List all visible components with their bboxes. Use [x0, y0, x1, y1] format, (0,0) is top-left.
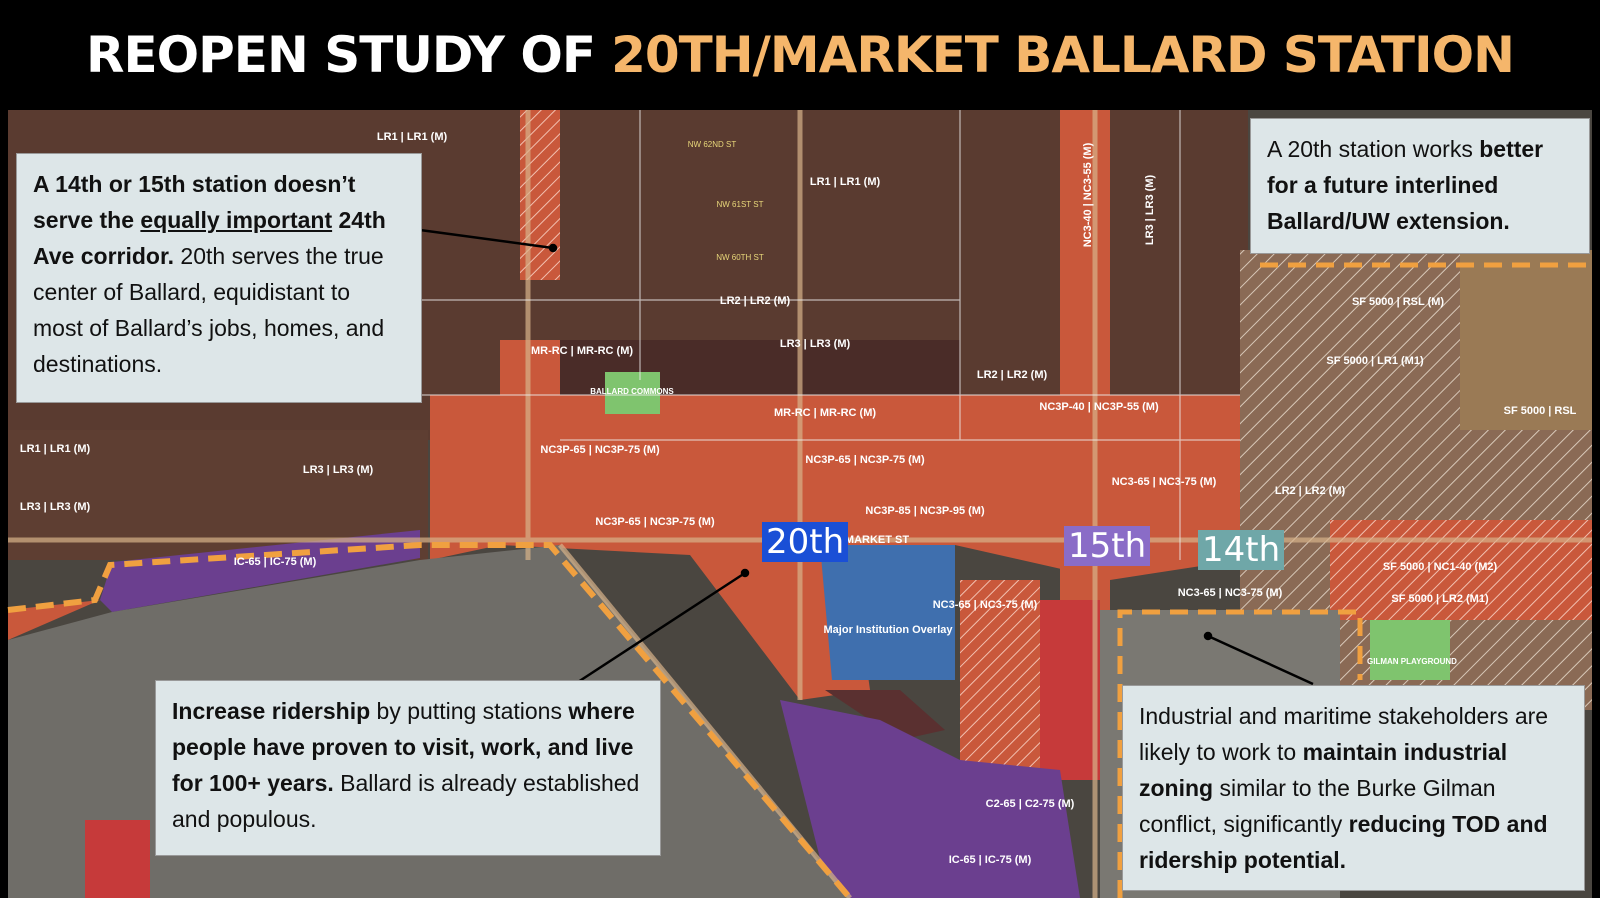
zone-label: MR-RC | MR-RC (M) — [774, 407, 876, 419]
zone-label: LR1 | LR1 (M) — [810, 176, 881, 188]
institution-overlay — [820, 545, 955, 680]
zone-label: LR3 | LR3 (M) — [780, 338, 851, 350]
title-highlight: 20TH/MARKET BALLARD STATION — [611, 26, 1515, 84]
commercial-zone — [1040, 600, 1100, 780]
zone-label: SF 5000 | RSL (M) — [1352, 296, 1444, 308]
zone-label: SF 5000 | LR2 (M1) — [1391, 593, 1489, 605]
zone-label: LR3 | LR3 (M) — [20, 501, 91, 513]
zone-label: SF 5000 | RSL — [1504, 405, 1577, 417]
zone-label: NC3P-65 | NC3P-75 (M) — [540, 444, 660, 456]
title: REOPEN STUDY OF 20TH/MARKET BALLARD STATI… — [0, 0, 1600, 110]
street-label: NW 62ND ST — [688, 140, 737, 149]
zone-label: NC3-65 | NC3-75 (M) — [933, 599, 1038, 611]
zone-label: LR3 | LR3 (M) — [1144, 175, 1156, 246]
zone-label: BALLARD COMMONS — [590, 387, 674, 396]
callout-text: better for a future interlined Ballard/U… — [1267, 136, 1544, 234]
street-label: NW 60TH ST — [716, 253, 764, 262]
callout-text: maintain industrial zoning — [1139, 739, 1508, 801]
station-label: 14th — [1198, 530, 1285, 570]
zone-label: LR2 | LR2 (M) — [1275, 485, 1346, 497]
leader-lines — [419, 228, 1314, 686]
callout-text: by putting stations — [370, 698, 569, 724]
zone-label: NC3P-65 | NC3P-75 (M) — [805, 454, 925, 466]
callout-text: A 14th or 15th station doesn’t serve the — [33, 171, 356, 233]
park — [1370, 620, 1450, 680]
callout-text: Industrial and maritime stakeholders are… — [1139, 703, 1549, 765]
zone-label: C2-65 | C2-75 (M) — [986, 798, 1075, 810]
district-boundary — [1117, 609, 1363, 898]
street-label: NW 61ST ST — [717, 200, 764, 209]
callout-text: 24th Ave corridor. — [33, 207, 386, 269]
zone-label: NC3-65 | NC3-75 (M) — [1112, 476, 1217, 488]
zone-label: NC3P-65 | NC3P-75 (M) — [595, 516, 715, 528]
commercial-zone — [8, 600, 100, 640]
title-text: REOPEN STUDY OF — [86, 26, 596, 84]
zone-label: IC-65 | IC-75 (M) — [234, 556, 317, 568]
residential-zone — [825, 690, 945, 740]
callout: Increase ridership by putting stations w… — [155, 680, 661, 856]
station-label: 20th — [762, 522, 849, 562]
callout-text: where people have proven to visit, work,… — [172, 698, 635, 796]
zone-label: IC-65 | IC-75 (M) — [949, 854, 1032, 866]
zone-label: SF 5000 | LR1 (M1) — [1326, 355, 1424, 367]
zone-label: GILMAN PLAYGROUND — [1367, 657, 1457, 666]
zone-label: NC3P-40 | NC3P-55 (M) — [1039, 401, 1159, 413]
industrial-zone — [780, 700, 1080, 898]
callout: A 14th or 15th station doesn’t serve the… — [16, 153, 422, 403]
zone-label: LR1 | LR1 (M) — [377, 131, 448, 143]
zone-label: MARKET ST — [845, 534, 909, 546]
callout-text: Ballard is already established and popul… — [172, 770, 640, 832]
park — [605, 372, 660, 414]
zone-label: NC3P-85 | NC3P-95 (M) — [865, 505, 985, 517]
callout: Industrial and maritime stakeholders are… — [1122, 685, 1585, 891]
zone-label: Major Institution Overlay — [824, 624, 954, 636]
hatched-zone — [1330, 520, 1592, 620]
callout-text: similar to the Burke Gilman conflict, si… — [1139, 775, 1496, 837]
zone-label: NC3-40 | NC3-55 (M) — [1082, 142, 1094, 247]
residential-zone — [1460, 250, 1592, 430]
callout: A 20th station works better for a future… — [1250, 118, 1590, 254]
zone-label: LR2 | LR2 (M) — [720, 295, 791, 307]
callout-text: 20th serves the true center of Ballard, … — [33, 243, 385, 377]
station-label: 15th — [1064, 526, 1151, 566]
callout-text: equally important — [140, 207, 333, 233]
callout-text: Increase ridership — [172, 698, 371, 724]
parcel-lines — [260, 110, 1240, 560]
callout-text: reducing TOD and ridership potential. — [1139, 811, 1548, 873]
hatched-zone — [960, 580, 1040, 780]
zone-label: LR1 | LR1 (M) — [20, 443, 91, 455]
zone-label: LR3 | LR3 (M) — [303, 464, 374, 476]
callout-text: A 20th station works — [1267, 136, 1480, 162]
district-boundary — [7, 542, 853, 898]
zone-label: NC3-65 | NC3-75 (M) — [1178, 587, 1283, 599]
industrial-zone — [100, 530, 420, 612]
zone-label: LR2 | LR2 (M) — [977, 369, 1048, 381]
zone-label: MR-RC | MR-RC (M) — [531, 345, 633, 357]
commercial-zone — [85, 820, 150, 898]
zone-label: SF 5000 | NC1-40 (M2) — [1383, 561, 1498, 573]
